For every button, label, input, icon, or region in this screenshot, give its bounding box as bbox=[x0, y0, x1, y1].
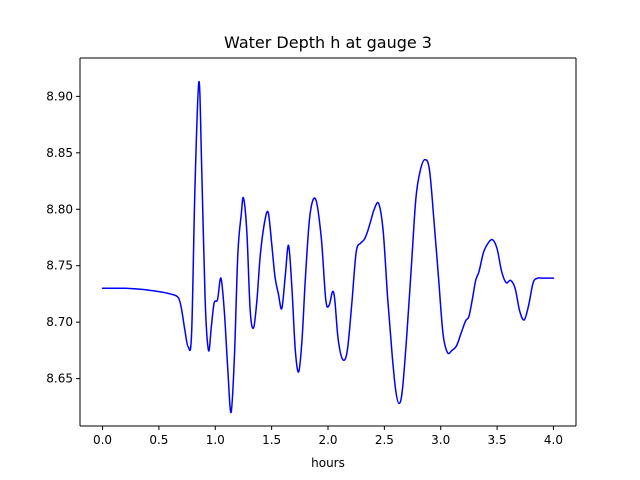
y-tick-label: 8.65 bbox=[46, 372, 73, 386]
x-axis-label: hours bbox=[311, 456, 345, 470]
chart-title: Water Depth h at gauge 3 bbox=[224, 33, 432, 52]
x-tick-label: 3.5 bbox=[488, 433, 507, 447]
x-tick-label: 2.5 bbox=[375, 433, 394, 447]
x-tick-label: 1.0 bbox=[206, 433, 225, 447]
x-tick-label: 0.5 bbox=[149, 433, 168, 447]
y-axis-ticks: 8.65 8.70 8.75 8.80 8.85 8.90 bbox=[46, 89, 80, 386]
plot-area bbox=[79, 57, 577, 427]
x-axis-ticks: 0.0 0.5 1.0 1.5 2.0 2.5 3.0 3.5 4.0 bbox=[93, 426, 563, 447]
y-tick-label: 8.80 bbox=[46, 202, 73, 216]
y-tick-label: 8.70 bbox=[46, 315, 73, 329]
y-tick-label: 8.90 bbox=[46, 89, 73, 103]
y-tick-label: 8.85 bbox=[46, 146, 73, 160]
x-tick-label: 4.0 bbox=[544, 433, 563, 447]
x-tick-label: 1.5 bbox=[262, 433, 281, 447]
x-tick-label: 3.0 bbox=[431, 433, 450, 447]
x-tick-label: 2.0 bbox=[318, 433, 337, 447]
water-depth-line bbox=[101, 80, 555, 414]
x-tick-label: 0.0 bbox=[93, 433, 112, 447]
y-tick-label: 8.75 bbox=[46, 259, 73, 273]
